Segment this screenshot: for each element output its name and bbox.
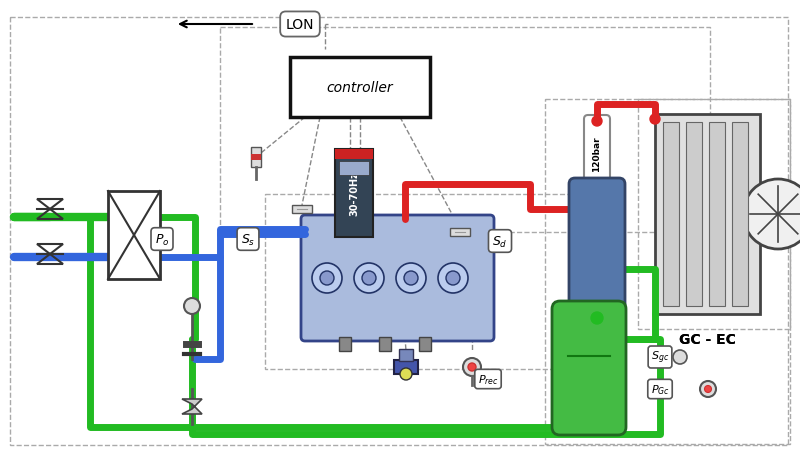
- Circle shape: [592, 117, 602, 127]
- Circle shape: [468, 363, 476, 371]
- Text: $P_{rec}$: $P_{rec}$: [478, 372, 498, 386]
- Bar: [335, 150, 373, 160]
- Circle shape: [463, 358, 481, 376]
- Circle shape: [446, 271, 460, 285]
- Text: $P_{Gc}$: $P_{Gc}$: [650, 382, 670, 396]
- Bar: [220, 28, 710, 233]
- Bar: [394, 360, 418, 374]
- Bar: [450, 228, 470, 237]
- Bar: [638, 100, 790, 329]
- Circle shape: [362, 271, 376, 285]
- Bar: [686, 123, 702, 306]
- Circle shape: [320, 271, 334, 285]
- Bar: [251, 155, 261, 161]
- Text: $S_s$: $S_s$: [241, 232, 255, 247]
- Circle shape: [591, 312, 603, 324]
- Text: GC - EC: GC - EC: [679, 332, 736, 346]
- Circle shape: [673, 350, 687, 364]
- Circle shape: [705, 386, 711, 393]
- Polygon shape: [182, 399, 202, 414]
- FancyBboxPatch shape: [301, 216, 494, 341]
- Bar: [732, 123, 748, 306]
- Bar: [419, 337, 431, 351]
- Bar: [335, 150, 373, 238]
- Text: LON: LON: [286, 18, 314, 32]
- Bar: [379, 337, 391, 351]
- FancyBboxPatch shape: [584, 116, 610, 192]
- Circle shape: [354, 263, 384, 293]
- Bar: [663, 123, 679, 306]
- Circle shape: [438, 263, 468, 293]
- Circle shape: [404, 271, 418, 285]
- Text: 30-70Hz: 30-70Hz: [349, 171, 359, 216]
- Text: $S_{gc}$: $S_{gc}$: [651, 349, 669, 365]
- Bar: [545, 100, 790, 444]
- FancyBboxPatch shape: [569, 179, 625, 320]
- Circle shape: [650, 115, 660, 125]
- Text: $P_o$: $P_o$: [154, 232, 170, 247]
- Bar: [251, 148, 261, 167]
- Bar: [655, 115, 760, 314]
- Text: $S_d$: $S_d$: [492, 234, 508, 249]
- Circle shape: [184, 298, 200, 314]
- FancyBboxPatch shape: [552, 301, 626, 435]
- Bar: [108, 192, 160, 279]
- Text: GC - EC: GC - EC: [679, 332, 736, 346]
- Circle shape: [400, 368, 412, 380]
- Bar: [399, 349, 413, 361]
- Bar: [709, 123, 725, 306]
- Text: 120bar: 120bar: [593, 136, 602, 172]
- Circle shape: [396, 263, 426, 293]
- Text: controller: controller: [326, 81, 394, 95]
- Bar: [339, 162, 369, 176]
- Circle shape: [743, 180, 800, 249]
- Bar: [290, 58, 430, 118]
- Bar: [339, 337, 351, 351]
- Bar: [292, 206, 312, 213]
- Circle shape: [312, 263, 342, 293]
- Circle shape: [700, 381, 716, 397]
- Bar: [265, 195, 580, 369]
